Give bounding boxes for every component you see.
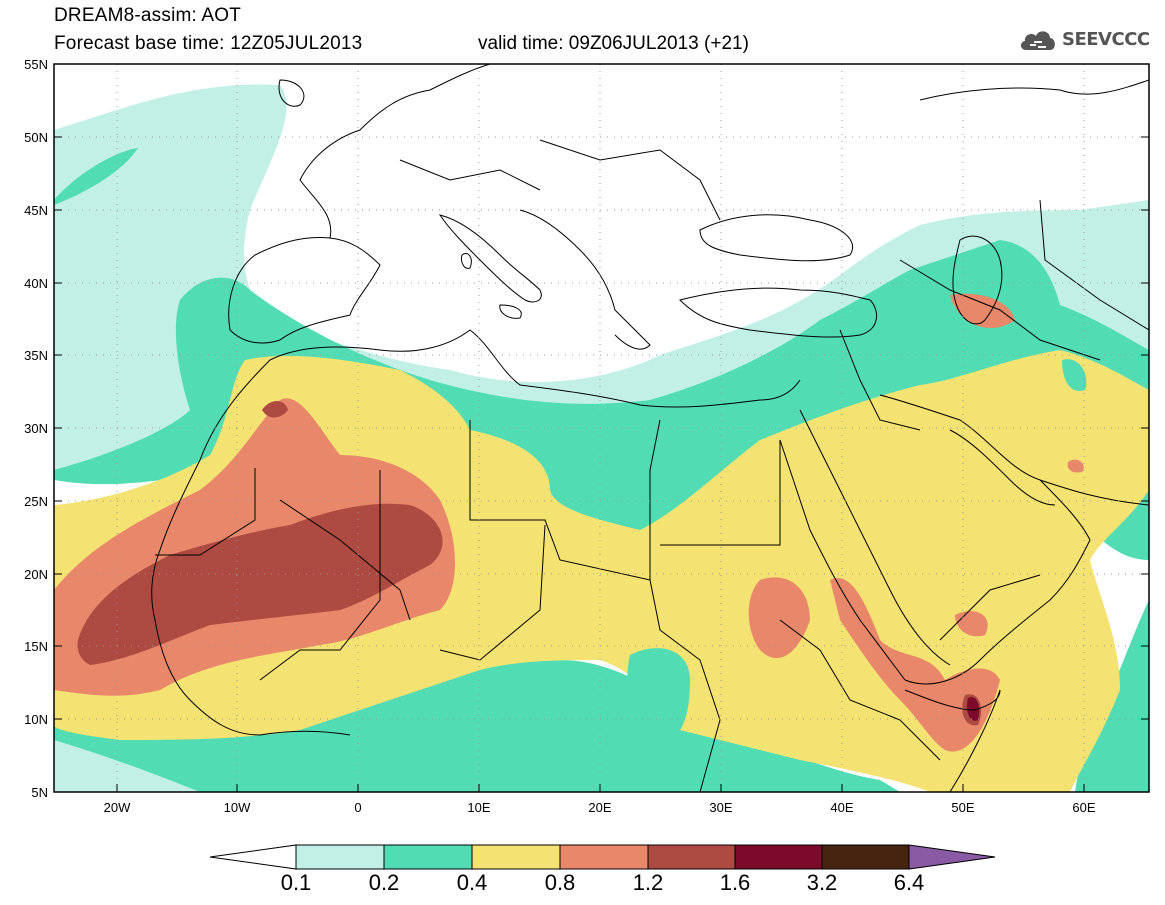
aot-band-1.2 xyxy=(77,401,982,726)
lon-label: 0 xyxy=(354,800,361,815)
colorbar-label: 1.2 xyxy=(632,870,664,895)
aot-island-0.2-a xyxy=(627,648,690,745)
lat-label: 30N xyxy=(24,421,48,436)
logo-text: SEEVCCC xyxy=(1062,28,1150,50)
lat-label: 35N xyxy=(24,348,48,363)
colorbar-label: 0.2 xyxy=(368,870,400,895)
aot-band-0.8 xyxy=(54,293,1084,752)
lon-label: 30E xyxy=(709,800,732,815)
lat-label: 45N xyxy=(24,203,48,218)
colorbar-swatch xyxy=(295,844,385,870)
lon-labels: 20W 10W 0 10E 20E 30E 40E 50E 60E xyxy=(104,800,1096,815)
lat-label: 40N xyxy=(24,276,48,291)
lat-label: 15N xyxy=(24,639,48,654)
seevccc-logo: SEEVCCC xyxy=(1018,24,1150,54)
lon-label: 50E xyxy=(951,800,974,815)
colorbar-swatch xyxy=(734,844,823,870)
colorbar-swatch xyxy=(471,844,561,870)
valid-time: valid time: 09Z06JUL2013 (+21) xyxy=(478,33,749,54)
lat-label: 55N xyxy=(24,57,48,72)
colorbar-max-arrow xyxy=(908,844,996,870)
colorbar-label: 0.4 xyxy=(456,870,488,895)
colorbar xyxy=(209,844,996,870)
aot-island-0.2-b xyxy=(1062,359,1087,391)
coastlines xyxy=(151,64,1149,792)
colorbar-min-arrow xyxy=(209,844,297,870)
map-title: DREAM8-assim: AOT xyxy=(54,5,242,26)
aot-band-0.1 xyxy=(54,84,1149,792)
lon-label: 20E xyxy=(588,800,611,815)
lat-label: 25N xyxy=(24,494,48,509)
colorbar-swatch xyxy=(383,844,473,870)
lat-label: 50N xyxy=(24,130,48,145)
lat-label: 10N xyxy=(24,712,48,727)
colorbar-label: 0.1 xyxy=(280,870,312,895)
colorbar-label: 0.8 xyxy=(544,870,576,895)
lon-label: 60E xyxy=(1072,800,1095,815)
lon-label: 40E xyxy=(830,800,853,815)
colorbar-swatch xyxy=(647,844,736,870)
cloud-icon xyxy=(1020,31,1055,50)
lat-labels: 55N 50N 45N 40N 35N 30N 25N 20N 15N 10N … xyxy=(24,57,48,800)
lat-label: 20N xyxy=(24,567,48,582)
lon-label: 10E xyxy=(467,800,490,815)
lon-label: 20W xyxy=(104,800,131,815)
graticule xyxy=(54,64,1149,792)
lat-ticks xyxy=(54,63,1149,793)
colorbar-label: 6.4 xyxy=(893,870,925,895)
colorbar-swatch xyxy=(559,844,649,870)
colorbar-swatch xyxy=(821,844,910,870)
aot-band-1.6 xyxy=(966,697,980,721)
lon-ticks xyxy=(116,784,1085,792)
colorbar-label: 3.2 xyxy=(806,870,838,895)
aot-field xyxy=(54,64,1149,792)
lat-label: 5N xyxy=(31,785,48,800)
forecast-base-time: Forecast base time: 12Z05JUL2013 xyxy=(54,33,363,54)
colorbar-label: 1.6 xyxy=(719,870,751,895)
lon-label: 10W xyxy=(224,800,251,815)
